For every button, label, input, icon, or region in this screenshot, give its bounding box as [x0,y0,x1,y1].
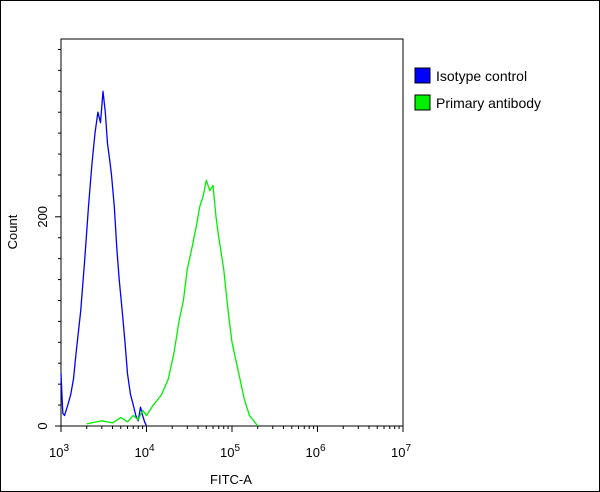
x-axis-title: FITC-A [210,472,252,487]
y-axis-title: Count [5,214,20,249]
plot-area [60,38,404,427]
y-tick-label: 0 [35,422,50,429]
series-layer [60,90,259,427]
legend-label-isotype-control: Isotype control [436,68,527,84]
x-tick-label: 105 [220,443,240,460]
x-tick-label: 104 [134,443,154,460]
legend-swatch-isotype-control [414,67,431,84]
axis-layer: 103 104 105 106 107 0 200 [35,48,411,460]
legend: Isotype control Primary antibody [414,67,541,111]
x-tick-label: 106 [305,443,325,460]
x-tick-label: 107 [391,443,411,460]
y-tick-label: 200 [35,206,50,228]
series-line-isotype-control [60,90,148,427]
x-tick-label: 103 [49,443,69,460]
series-line-primary-antibody [86,179,259,427]
legend-swatch-primary-antibody [414,94,431,111]
legend-label-primary-antibody: Primary antibody [436,95,541,111]
